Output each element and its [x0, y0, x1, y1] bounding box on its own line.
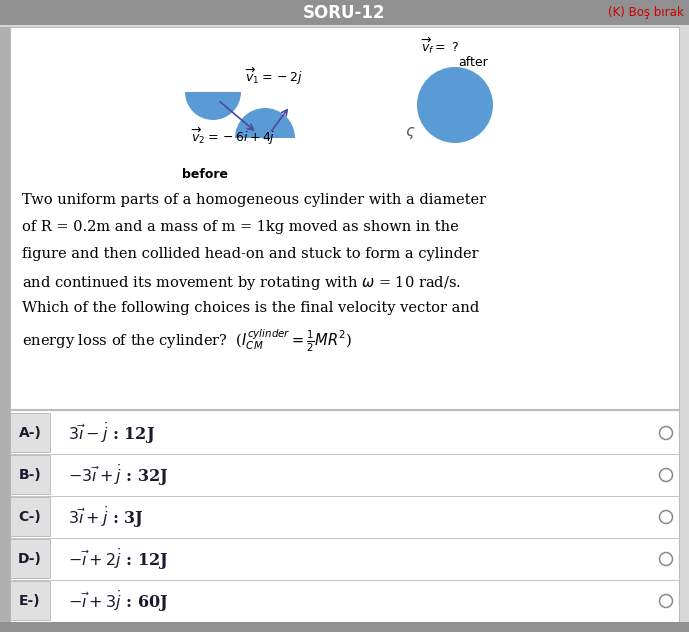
Text: A-): A-) [19, 426, 41, 440]
Text: of R = 0.2m and a mass of m = 1kg moved as shown in the: of R = 0.2m and a mass of m = 1kg moved … [22, 220, 459, 234]
Text: E-): E-) [19, 594, 41, 608]
Text: Two uniform parts of a homogeneous cylinder with a diameter: Two uniform parts of a homogeneous cylin… [22, 193, 486, 207]
Bar [0, 27, 10, 632]
Text: (K) Boş bırak: (K) Boş bırak [608, 6, 684, 19]
Text: $\overrightarrow{v}_f =$ ?: $\overrightarrow{v}_f =$ ? [421, 36, 459, 56]
Text: figure and then collided head-on and stuck to form a cylinder: figure and then collided head-on and stu… [22, 247, 479, 261]
Bar [10, 455, 50, 494]
Text: before: before [182, 167, 228, 181]
Text: 2m: 2m [199, 77, 217, 87]
Text: $\varsigma$: $\varsigma$ [404, 125, 415, 141]
Text: C-): C-) [19, 510, 41, 524]
Wedge shape [235, 108, 295, 138]
Bar [10, 539, 50, 578]
Text: $-\vec{\imath} + 3\dot{j}$ : 60J: $-\vec{\imath} + 3\dot{j}$ : 60J [68, 588, 168, 614]
Wedge shape [185, 92, 241, 120]
Text: $\overrightarrow{v}_1 = -2j$: $\overrightarrow{v}_1 = -2j$ [245, 66, 302, 87]
Text: $-\vec{\imath} + 2\dot{j}$ : 12J: $-\vec{\imath} + 2\dot{j}$ : 12J [68, 547, 168, 571]
Bar [10, 413, 50, 452]
Text: $-3\vec{\imath} + \dot{j}$ : 32J: $-3\vec{\imath} + \dot{j}$ : 32J [68, 463, 168, 487]
Text: D-): D-) [18, 552, 42, 566]
Text: B-): B-) [19, 468, 41, 482]
Text: $\overrightarrow{v}_2 = -6i + 4j$: $\overrightarrow{v}_2 = -6i + 4j$ [191, 125, 276, 147]
Text: and continued its movement by rotating with $\omega$ = 10 rad/s.: and continued its movement by rotating w… [22, 274, 461, 292]
Bar [0, 0, 689, 25]
Bar [10, 27, 679, 409]
Text: SORU-12: SORU-12 [303, 4, 386, 21]
Text: Which of the following choices is the final velocity vector and: Which of the following choices is the fi… [22, 301, 480, 315]
Text: after: after [458, 56, 488, 68]
Circle shape [417, 67, 493, 143]
Text: $3\vec{\imath} - \dot{j}$ : 12J: $3\vec{\imath} - \dot{j}$ : 12J [68, 420, 155, 446]
Bar [0, 622, 689, 632]
Text: energy loss of the cylinder?  ($I_{CM}^{cylinder} = \frac{1}{2}MR^{2}$): energy loss of the cylinder? ($I_{CM}^{c… [22, 328, 352, 355]
Text: $3\vec{\imath} + \dot{j}$ : 3J: $3\vec{\imath} + \dot{j}$ : 3J [68, 504, 144, 530]
Bar [10, 410, 679, 625]
Bar [10, 581, 50, 620]
Bar [10, 497, 50, 536]
Text: 2m: 2m [259, 145, 277, 155]
